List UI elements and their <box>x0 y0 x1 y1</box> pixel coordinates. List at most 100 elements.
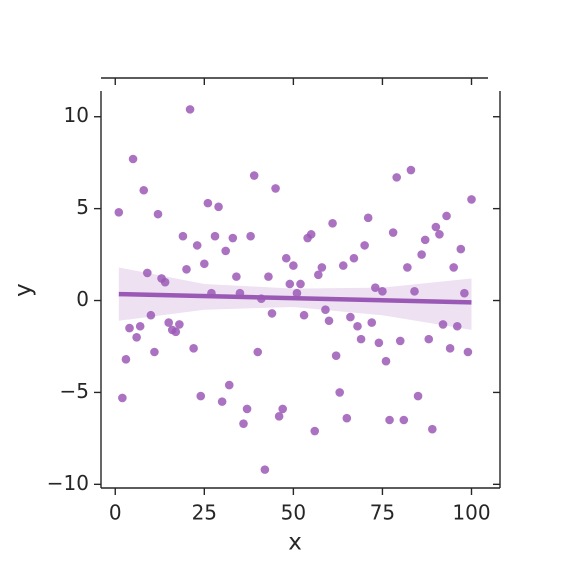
point <box>460 288 469 298</box>
point <box>385 415 394 425</box>
point <box>232 272 241 281</box>
x-tick-label: 0 <box>109 501 122 525</box>
point <box>121 355 131 364</box>
point <box>178 231 188 241</box>
point <box>143 268 152 278</box>
point <box>146 310 156 320</box>
point <box>467 195 476 204</box>
point <box>175 320 184 329</box>
x-tick-label: 50 <box>281 501 306 525</box>
point <box>210 231 220 241</box>
point <box>321 305 330 315</box>
point <box>338 261 348 270</box>
point <box>246 231 255 241</box>
point <box>253 347 263 357</box>
point <box>164 318 173 327</box>
point <box>349 253 359 263</box>
point <box>452 321 462 331</box>
point <box>239 419 248 428</box>
point <box>214 202 223 212</box>
point <box>139 185 149 195</box>
point <box>153 209 163 219</box>
point <box>203 198 213 208</box>
point <box>160 277 170 287</box>
x-tick-label: 25 <box>192 501 217 525</box>
y-axis-label: y <box>11 283 37 297</box>
point <box>449 263 458 272</box>
y-tick-label: 0 <box>76 287 89 311</box>
point <box>285 279 295 289</box>
point <box>128 154 138 164</box>
point <box>217 397 227 406</box>
point <box>445 344 455 353</box>
point <box>314 270 323 280</box>
point <box>335 388 344 397</box>
point <box>399 415 409 425</box>
point <box>381 356 391 366</box>
point <box>331 351 341 360</box>
point <box>310 426 320 436</box>
point <box>296 279 305 289</box>
x-tick-label: 100 <box>452 501 490 525</box>
point <box>278 404 287 414</box>
point <box>135 321 145 331</box>
point <box>378 287 387 296</box>
point <box>281 253 291 263</box>
point <box>367 318 377 327</box>
point <box>438 320 448 329</box>
point <box>292 288 302 298</box>
point <box>317 263 327 272</box>
point <box>224 380 234 390</box>
point <box>274 412 284 421</box>
point <box>353 321 362 331</box>
point <box>196 391 206 401</box>
point <box>260 465 270 474</box>
y-tick-label: −5 <box>60 379 89 403</box>
point <box>356 334 366 344</box>
point <box>406 165 416 175</box>
point <box>346 312 355 322</box>
point <box>363 213 373 223</box>
point <box>342 413 352 423</box>
point <box>463 347 473 357</box>
point <box>249 171 259 180</box>
point <box>403 263 412 272</box>
point <box>328 219 337 228</box>
point <box>185 105 195 114</box>
point <box>132 332 141 342</box>
point <box>442 211 451 221</box>
point <box>264 272 273 281</box>
point <box>413 391 423 401</box>
y-tick-label: −10 <box>47 471 89 495</box>
point <box>392 173 401 182</box>
point <box>182 264 191 274</box>
point <box>171 327 181 337</box>
point <box>267 309 277 318</box>
point <box>435 230 444 239</box>
point <box>417 250 426 259</box>
point <box>395 336 405 346</box>
regression-line <box>118 291 472 305</box>
point <box>192 241 202 250</box>
point <box>371 283 380 292</box>
point <box>424 334 434 344</box>
point <box>360 241 369 250</box>
point <box>200 259 209 269</box>
point <box>289 261 298 270</box>
point <box>271 184 280 193</box>
x-axis-label: x <box>288 530 302 556</box>
point <box>118 393 127 403</box>
point <box>189 344 198 353</box>
point <box>428 424 437 434</box>
point <box>114 208 124 217</box>
point <box>299 310 309 320</box>
point <box>456 244 466 254</box>
x-tick-label: 75 <box>370 501 395 525</box>
point <box>374 338 384 348</box>
point <box>125 323 134 333</box>
y-tick-label: 10 <box>64 103 89 127</box>
point <box>431 222 441 232</box>
y-tick-label: 5 <box>76 195 89 219</box>
point <box>242 404 252 414</box>
